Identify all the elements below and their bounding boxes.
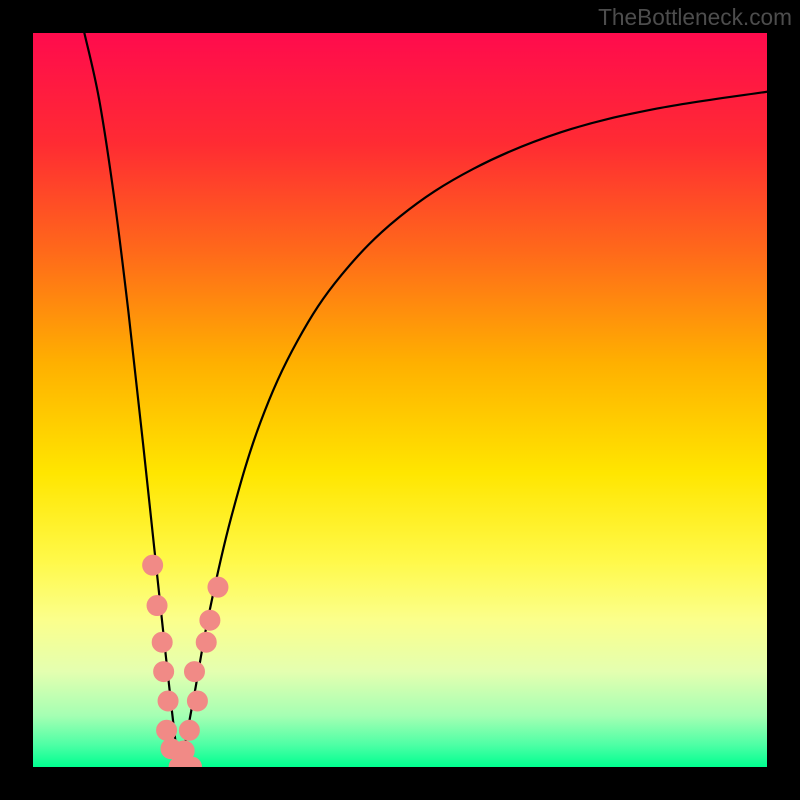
data-marker: [147, 596, 167, 616]
bottleneck-chart: [0, 0, 800, 800]
data-marker: [179, 720, 199, 740]
figure-frame: TheBottleneck.com: [0, 0, 800, 800]
data-marker: [158, 691, 178, 711]
plot-gradient-bg: [33, 33, 767, 767]
data-marker: [208, 577, 228, 597]
watermark-text: TheBottleneck.com: [598, 4, 792, 31]
data-marker: [154, 662, 174, 682]
data-marker: [143, 555, 163, 575]
data-marker: [187, 691, 207, 711]
data-marker: [157, 720, 177, 740]
data-marker: [184, 662, 204, 682]
data-marker: [152, 632, 172, 652]
data-marker: [196, 632, 216, 652]
data-marker: [200, 610, 220, 630]
